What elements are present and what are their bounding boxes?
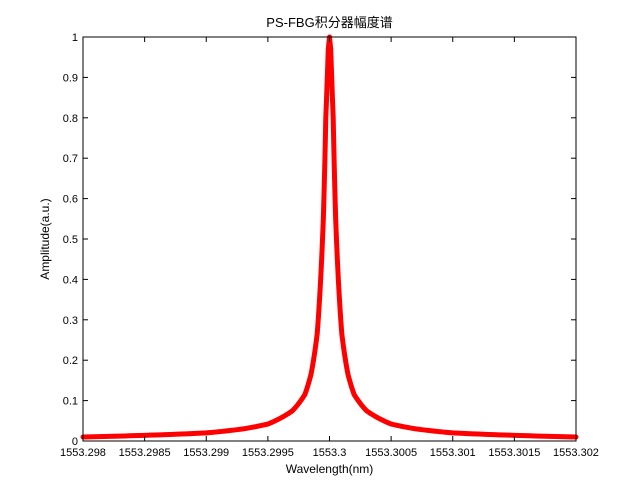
- y-tick-label: 0.7: [63, 153, 78, 165]
- y-axis-label: Amplitude(a.u.): [38, 198, 52, 279]
- x-tick-label: 1553.2995: [242, 447, 294, 459]
- x-tick-label: 1553.3015: [488, 447, 540, 459]
- tick-layer: 1553.298 1553.2985 1553.299 1553.2995 1553.3…: [60, 32, 599, 459]
- axes-frame: [82, 36, 577, 442]
- y-tick-label: 0.8: [63, 113, 78, 125]
- y-tick-label: 0.3: [63, 315, 78, 327]
- chart-title: PS-FBG积分器幅度谱: [266, 15, 392, 30]
- y-tick-label: 0.4: [63, 274, 78, 286]
- x-tick-label: 1553.302: [553, 447, 599, 459]
- y-tick-label: 0.1: [63, 396, 78, 408]
- y-tick-label: 0.2: [63, 355, 78, 367]
- x-tick-label: 1553.3005: [365, 447, 417, 459]
- y-tick-label: 0: [72, 436, 78, 448]
- y-tick-label: 0.9: [63, 72, 78, 84]
- x-tick-label: 1553.3: [313, 447, 347, 459]
- axes-frame-outline: [82, 36, 577, 442]
- x-axis-label: Wavelength(nm): [286, 462, 374, 476]
- y-tick-label: 0.5: [63, 234, 78, 246]
- x-tick-label: 1553.301: [430, 447, 476, 459]
- y-tick-label: 1: [72, 32, 78, 44]
- x-tick-label: 1553.299: [183, 447, 229, 459]
- y-tick-label: 0.6: [63, 194, 78, 206]
- x-tick-label: 1553.298: [60, 447, 106, 459]
- x-tick-label: 1553.2985: [119, 447, 171, 459]
